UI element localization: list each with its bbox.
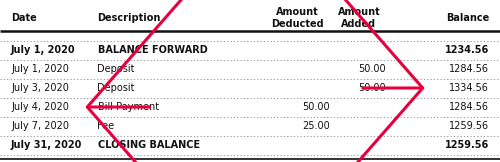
Text: Fee: Fee [98, 121, 114, 131]
Text: July 3, 2020: July 3, 2020 [11, 83, 69, 93]
Text: 50.00: 50.00 [358, 83, 386, 93]
Text: Balance: Balance [446, 13, 489, 23]
Text: July 7, 2020: July 7, 2020 [11, 121, 69, 131]
Text: Bill Payment: Bill Payment [98, 102, 158, 112]
Text: Amount
Deducted: Amount Deducted [271, 7, 324, 29]
Text: Description: Description [98, 13, 161, 23]
Text: 25.00: 25.00 [302, 121, 330, 131]
Text: Deposit: Deposit [98, 83, 135, 93]
Text: 1259.56: 1259.56 [449, 121, 489, 131]
Text: Date: Date [11, 13, 37, 23]
Text: Deposit: Deposit [98, 64, 135, 74]
Text: 1234.56: 1234.56 [445, 45, 489, 55]
Text: July 1, 2020: July 1, 2020 [11, 45, 76, 55]
Text: 50.00: 50.00 [302, 102, 330, 112]
Text: 50.00: 50.00 [358, 64, 386, 74]
Text: Amount
Added: Amount Added [338, 7, 380, 29]
Text: July 31, 2020: July 31, 2020 [11, 140, 83, 150]
Text: 1284.56: 1284.56 [449, 64, 489, 74]
Text: 1259.56: 1259.56 [445, 140, 489, 150]
Text: July 1, 2020: July 1, 2020 [11, 64, 69, 74]
Text: BALANCE FORWARD: BALANCE FORWARD [98, 45, 208, 55]
Text: 1334.56: 1334.56 [449, 83, 489, 93]
Text: 1284.56: 1284.56 [449, 102, 489, 112]
Text: CLOSING BALANCE: CLOSING BALANCE [98, 140, 200, 150]
Text: July 4, 2020: July 4, 2020 [11, 102, 69, 112]
